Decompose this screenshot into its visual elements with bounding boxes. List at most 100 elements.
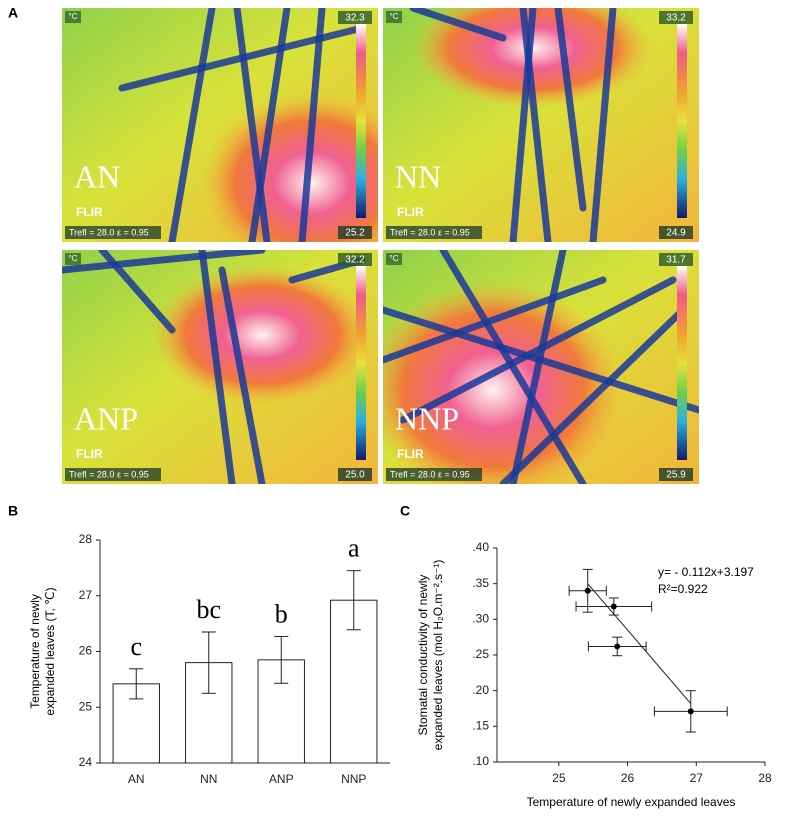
fit-annotation: R²=0.922 [658, 582, 708, 596]
image-label: NNP [395, 400, 459, 436]
hot-spot [152, 265, 372, 405]
point [584, 587, 591, 594]
unit: °C [69, 254, 78, 263]
y-axis-label: Stomatal conductivity of newly [416, 575, 430, 736]
panel-label: A [8, 5, 18, 21]
info: Trefl = 28.0 ε = 0.95 [390, 227, 470, 237]
info: Trefl = 28.0 ε = 0.95 [390, 469, 470, 479]
unit: °C [390, 12, 399, 21]
point [614, 643, 621, 650]
unit: °C [390, 254, 399, 263]
y-axis-label: expanded leaves (mol H₂O.m⁻².s⁻¹) [431, 560, 445, 751]
image-label: ANP [74, 400, 138, 436]
max-temp: 32.3 [345, 13, 365, 24]
hot-spot [413, 8, 653, 108]
brand: FLIR [397, 447, 424, 461]
image-content [383, 250, 699, 484]
leaf [383, 276, 607, 364]
info-box [65, 468, 161, 481]
color-bar [677, 266, 687, 460]
leaf [409, 8, 507, 42]
image-content [383, 8, 699, 242]
thermal-image: 32.3 25.2 °C AN FLIR Trefl = 28.0 ε = 0.95 [62, 8, 378, 242]
y-tick-label: .20 [472, 683, 489, 697]
x-tick-label: 25 [552, 771, 566, 785]
significance-letter: bc [196, 595, 221, 624]
color-bar [677, 24, 687, 218]
y-tick-label: .25 [472, 647, 489, 661]
unit-box [65, 11, 81, 23]
unit-box [386, 253, 402, 265]
unit: °C [69, 12, 78, 21]
info: Trefl = 28.0 ε = 0.95 [69, 469, 149, 479]
y-tick-label: 26 [79, 644, 93, 658]
significance-letter: b [275, 599, 288, 628]
max-box [338, 11, 372, 24]
color-bar [356, 24, 366, 218]
panel-label: B [8, 503, 18, 519]
x-axis-label: Temperature of newly expanded leaves [527, 795, 736, 809]
info-box [65, 226, 161, 239]
fit-annotation: y= - 0.112x+3.197 [658, 565, 754, 579]
y-axis-label: expanded leaves (T, ℃) [43, 587, 57, 715]
point [610, 603, 617, 610]
info: Trefl = 28.0 ε = 0.95 [69, 227, 149, 237]
y-tick-label: .10 [472, 754, 489, 768]
y-tick-label: .30 [472, 612, 489, 626]
significance-letter: c [130, 632, 142, 661]
leaf [298, 8, 326, 242]
x-tick-label: 28 [758, 771, 772, 785]
min-temp: 25.9 [666, 470, 686, 481]
axis-line [496, 548, 765, 763]
max-box [338, 253, 372, 266]
x-tick-label: 26 [621, 771, 635, 785]
leaf [233, 8, 271, 242]
max-temp: 33.2 [666, 13, 686, 24]
y-tick-label: .35 [472, 576, 489, 590]
leaf [62, 250, 266, 274]
fit-line [587, 583, 692, 704]
thermal-image: 32.2 25.0 °C ANP FLIR Trefl = 28.0 ε = 0.95 [62, 250, 378, 484]
significance-letter: a [348, 534, 360, 563]
y-tick-label: .40 [472, 540, 489, 554]
panel-label: C [400, 503, 410, 519]
brand: FLIR [76, 447, 103, 461]
image-label: AN [74, 158, 120, 194]
y-tick-label: 28 [79, 532, 93, 546]
info-box [386, 226, 482, 239]
image-content [62, 8, 378, 242]
image-label: NN [395, 158, 441, 194]
unit-box [386, 11, 402, 23]
max-box [659, 11, 693, 24]
min-temp: 25.2 [345, 228, 365, 239]
min-box [659, 468, 693, 481]
leaf [499, 306, 687, 484]
x-tick-label: 27 [690, 771, 704, 785]
point [687, 708, 694, 715]
leaf [439, 250, 587, 484]
leaf [399, 276, 677, 424]
x-tick-label: NN [200, 772, 217, 786]
brand: FLIR [76, 205, 103, 219]
y-tick-label: 24 [79, 755, 93, 769]
leaf [218, 266, 266, 484]
leaf [168, 8, 216, 242]
y-tick-label: 27 [79, 588, 93, 602]
unit-box [65, 253, 81, 265]
leaf [509, 250, 567, 484]
x-tick-label: ANP [269, 772, 294, 786]
image-content [62, 250, 378, 484]
max-temp: 31.7 [666, 255, 686, 266]
min-box [659, 226, 693, 239]
leaf [589, 8, 617, 242]
min-box [338, 226, 372, 239]
x-tick-label: AN [128, 772, 145, 786]
max-temp: 32.2 [345, 255, 365, 266]
leaf [509, 8, 537, 242]
leaf [98, 250, 176, 334]
brand: FLIR [397, 205, 424, 219]
min-temp: 25.0 [345, 470, 365, 481]
thermal-image: 31.7 25.9 °C NNP FLIR Trefl = 28.0 ε = 0.95 [383, 250, 699, 484]
min-temp: 24.9 [666, 228, 686, 239]
info-box [386, 468, 482, 481]
